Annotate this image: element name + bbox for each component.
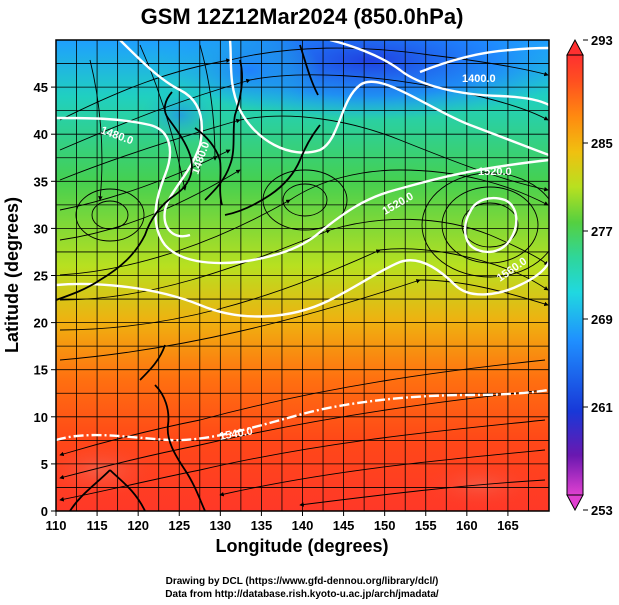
map-title: GSM 12Z12Mar2024 (850.0hPa) [141, 4, 464, 29]
y-tick-label: 5 [41, 457, 48, 472]
y-tick-label: 35 [34, 174, 48, 189]
x-tick-label: 110 [46, 518, 67, 533]
y-tick-label: 30 [34, 221, 48, 236]
y-tick-label: 45 [34, 80, 48, 95]
colorbar-body [566, 54, 584, 496]
colorbar-tick-label: 269 [591, 312, 613, 327]
y-tick-label: 25 [34, 269, 48, 284]
contour-label-1: 1400.0 [462, 73, 496, 85]
x-tick-label: 155 [415, 518, 437, 533]
x-tick-label: 140 [292, 518, 314, 533]
colorbar-tick-label: 285 [591, 136, 613, 151]
wind-streamlines [59, 44, 549, 507]
credit-line-2: Data from http://database.rish.kyoto-u.a… [165, 589, 439, 600]
contour-label-7: 1540.0 [218, 425, 253, 443]
colorbar-tick-label: 261 [591, 400, 613, 415]
x-axis-label: Longitude (degrees) [215, 536, 388, 556]
y-axis: 0 5 10 15 20 25 30 35 40 45 [34, 80, 56, 519]
colorbar-tick-label: 293 [591, 33, 613, 48]
x-tick-label: 125 [168, 518, 190, 533]
colorbar-bottom-arrow [566, 494, 584, 512]
x-axis: 110 115 120 125 130 135 140 145 150 155 160 165 [46, 511, 519, 533]
y-axis-label: Latitude (degrees) [2, 197, 22, 353]
x-tick-label: 135 [251, 518, 273, 533]
x-tick-label: 130 [209, 518, 231, 533]
contour-label-4: 1520.0 [478, 166, 512, 178]
map-gridlines [56, 40, 549, 511]
y-tick-label: 20 [34, 316, 48, 331]
x-tick-label: 115 [87, 518, 108, 533]
x-tick-label: 145 [333, 518, 355, 533]
x-tick-label: 120 [127, 518, 149, 533]
x-tick-label: 165 [497, 518, 519, 533]
colorbar-tick-label: 253 [591, 503, 613, 518]
colorbar-top-arrow [566, 38, 584, 56]
y-tick-label: 15 [34, 363, 48, 378]
height-contours [56, 40, 549, 442]
coastlines [56, 44, 321, 511]
colorbar: 293 285 277 269 261 253 [566, 33, 613, 518]
x-tick-label: 150 [374, 518, 396, 533]
colorbar-tick-label: 277 [591, 224, 613, 239]
credit-line-1: Drawing by DCL (https://www.gfd-dennou.o… [166, 576, 439, 587]
y-tick-label: 10 [34, 410, 48, 425]
x-tick-label: 160 [456, 518, 478, 533]
y-tick-label: 0 [41, 504, 48, 519]
y-tick-label: 40 [34, 127, 48, 142]
